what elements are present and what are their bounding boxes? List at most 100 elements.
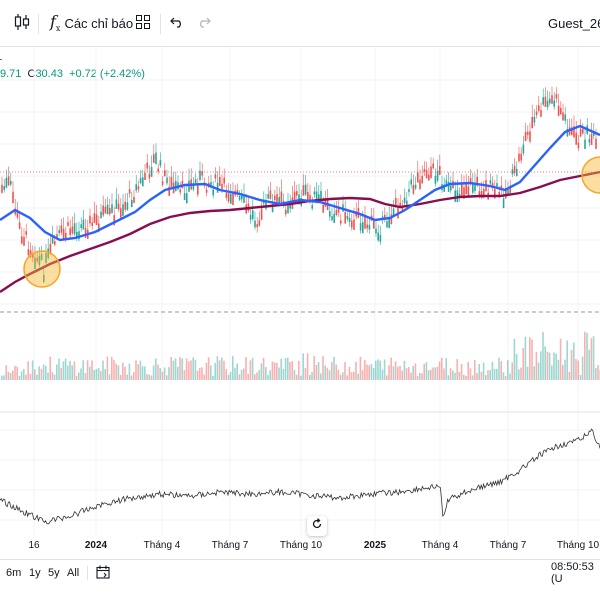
volume-bar: [183, 370, 186, 380]
undo-icon: [170, 16, 184, 31]
volume-bar: [432, 367, 434, 380]
candle-body: [23, 236, 25, 246]
volume-bar: [73, 361, 76, 380]
candle-body: [423, 168, 426, 173]
volume-bar: [225, 369, 227, 380]
volume-bar: [498, 357, 500, 380]
volume-bar: [361, 370, 364, 380]
candle-body: [529, 131, 531, 142]
volume-bar: [280, 358, 282, 380]
volume-bar: [7, 371, 10, 380]
volume-bar: [97, 368, 100, 380]
volume-bar: [522, 347, 524, 380]
candle-body: [84, 228, 87, 238]
candle-body: [540, 110, 542, 117]
candle-body: [109, 208, 111, 215]
price-chart[interactable]: [0, 47, 600, 547]
candle-body: [359, 223, 362, 231]
candle-body: [412, 184, 415, 194]
redo-button[interactable]: [197, 0, 211, 46]
volume-bar: [146, 374, 148, 380]
candle-body: [368, 224, 371, 230]
volume-bar: [588, 349, 590, 380]
reset-chart-button[interactable]: [307, 516, 327, 536]
candle-body: [584, 139, 586, 149]
volume-bar: [320, 373, 322, 380]
range-all-button[interactable]: All: [67, 567, 80, 579]
volume-bar: [306, 353, 309, 380]
candle-body: [1, 184, 3, 193]
volume-bar: [526, 366, 529, 380]
candle-body: [280, 191, 283, 204]
volume-bar: [322, 356, 324, 380]
candle-body: [428, 174, 430, 181]
candle-body: [49, 243, 52, 255]
volume-bar: [78, 372, 80, 380]
bottom-divider: [87, 566, 88, 580]
volume-bar: [194, 359, 197, 380]
candle-body: [18, 222, 21, 229]
candle-body: [21, 236, 23, 244]
volume-bar: [595, 368, 597, 380]
candle-body: [353, 219, 355, 230]
candle-body: [256, 224, 258, 228]
candle-body: [553, 100, 555, 107]
range-5y-button[interactable]: 5y: [48, 567, 60, 579]
volume-bar: [401, 370, 403, 380]
volume-bar: [102, 360, 104, 380]
candle-body: [329, 211, 331, 217]
legend-change: +0.72 (+2.42%): [69, 68, 145, 80]
candle-body: [575, 132, 577, 145]
volume-bar: [260, 363, 263, 380]
volume-bar: [511, 362, 513, 380]
candle-body: [76, 231, 78, 239]
volume-bar: [86, 360, 89, 380]
candle-body: [331, 216, 333, 221]
volume-bar: [434, 367, 436, 380]
volume-bar: [425, 362, 428, 380]
volume-bar: [460, 363, 463, 380]
candle-body: [54, 241, 56, 245]
volume-bar: [29, 374, 32, 380]
range-1y-button[interactable]: 1y: [29, 567, 41, 579]
volume-bar: [533, 366, 535, 380]
undo-button[interactable]: [170, 0, 184, 46]
candle-body: [480, 191, 483, 199]
candle-body: [201, 171, 203, 176]
candle-body: [254, 220, 256, 228]
candle-body: [432, 163, 434, 169]
time-display[interactable]: 08:50:53 (U: [551, 561, 594, 585]
volume-bar: [80, 368, 82, 380]
volume-bar: [559, 338, 562, 380]
layout-button[interactable]: [136, 0, 150, 46]
candle-body: [56, 234, 58, 240]
volume-bar: [278, 367, 280, 380]
candlestick-button[interactable]: [14, 0, 30, 46]
volume-bar: [570, 349, 573, 380]
volume-bar: [229, 372, 232, 380]
volume-bar: [390, 357, 392, 380]
volume-bar: [458, 371, 461, 380]
candle-body: [139, 177, 142, 184]
volume-bar: [575, 359, 577, 380]
candle-body: [502, 198, 505, 209]
candle-body: [219, 177, 221, 187]
range-6m-button[interactable]: 6m: [6, 567, 22, 579]
candle-body: [322, 204, 324, 213]
volume-bar: [192, 357, 194, 380]
volume-bar: [223, 360, 225, 380]
volume-bar: [502, 372, 505, 380]
candle-body: [212, 189, 214, 196]
candle-body: [232, 193, 234, 206]
user-name[interactable]: Guest_269: [548, 15, 600, 31]
volume-bar: [441, 357, 443, 380]
indicators-label: Các chỉ báo: [64, 15, 134, 31]
candle-body: [401, 205, 404, 211]
indicators-button[interactable]: fx Các chỉ báo: [50, 0, 133, 46]
volume-bar: [564, 359, 566, 380]
candle-body: [390, 214, 393, 225]
x-axis-label: 2024: [84, 540, 108, 551]
date-range-button[interactable]: [96, 560, 110, 586]
volume-bar: [518, 369, 520, 380]
volume-bar: [181, 358, 183, 380]
